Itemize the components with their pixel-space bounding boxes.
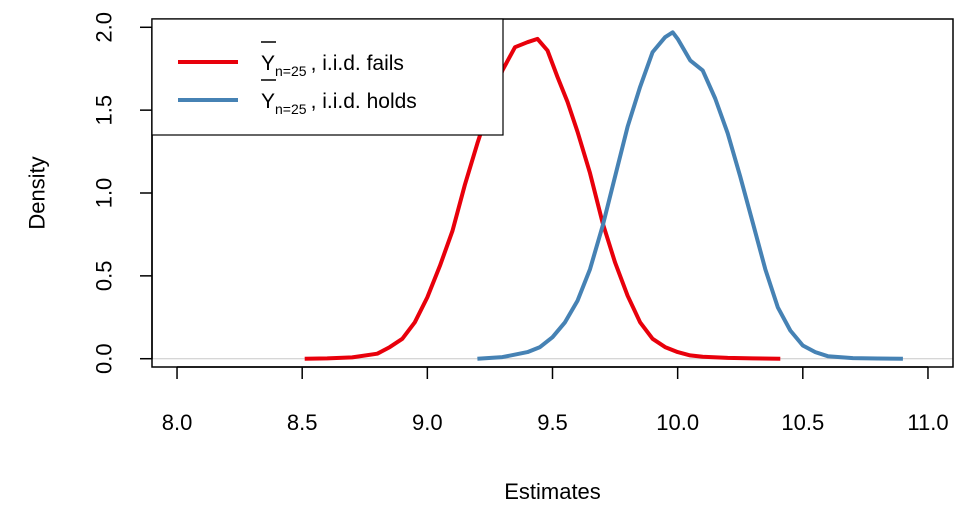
x-tick-label: 8.5: [287, 410, 318, 435]
x-axis: 8.0 8.5 9.0 9.5 10.0 10.5 11.0: [162, 366, 949, 435]
legend-symbol: Y: [261, 90, 275, 113]
x-tick-label: 9.5: [537, 410, 568, 435]
x-tick-label: 8.0: [162, 410, 193, 435]
x-tick-label: 10.0: [656, 410, 699, 435]
y-tick-label: 0.5: [92, 261, 117, 292]
y-tick-label: 0.0: [92, 343, 117, 374]
legend-label: Yn=25, i.i.d. holds: [261, 90, 417, 117]
y-axis: 0.0 0.5 1.0 1.5 2.0: [92, 12, 153, 374]
legend-label: Yn=25, i.i.d. fails: [261, 52, 404, 79]
x-tick-label: 11.0: [907, 410, 948, 435]
x-tick-label: 9.0: [412, 410, 443, 435]
legend-text: , i.i.d. holds: [311, 90, 417, 113]
y-tick-label: 1.0: [92, 178, 117, 209]
legend-subscript: n=25: [275, 63, 307, 79]
series-line-1: [304, 36, 781, 361]
x-axis-title: Estimates: [504, 479, 601, 504]
x-tick-label: 10.5: [781, 410, 824, 435]
legend-box: [151, 18, 504, 136]
legend-entry-1: Yn=25, i.i.d. fails: [178, 41, 404, 79]
y-axis-title: Density: [25, 156, 50, 229]
legend-symbol: Y: [261, 52, 275, 75]
y-tick-label: 1.5: [92, 95, 117, 126]
legend-subscript: n=25: [275, 101, 307, 117]
series-line-2: [477, 30, 903, 361]
legend-entry-2: Yn=25, i.i.d. holds: [178, 79, 417, 117]
series-layer: [304, 30, 903, 361]
legend-text: , i.i.d. fails: [311, 52, 404, 75]
y-tick-label: 2.0: [92, 12, 117, 43]
